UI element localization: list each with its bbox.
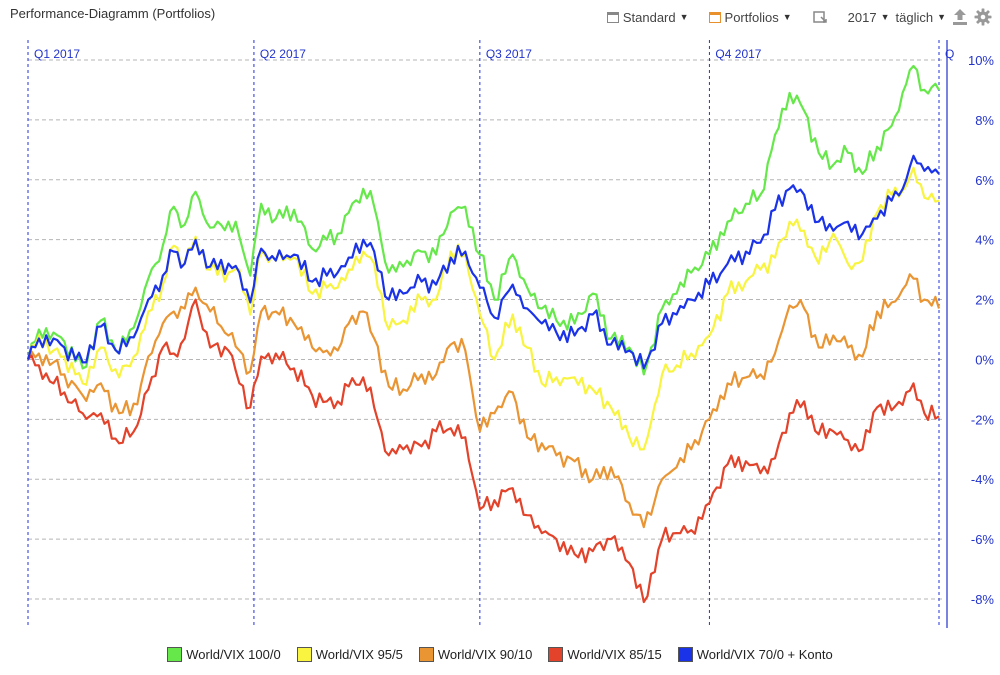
quarter-label: Q3 2017 — [486, 47, 532, 61]
legend-label: World/VIX 95/5 — [315, 646, 403, 662]
y-tick-label: 4% — [975, 233, 994, 248]
y-tick-label: -4% — [971, 472, 995, 487]
legend-label: World/VIX 70/0 + Konto — [696, 646, 833, 662]
chart-title: Performance-Diagramm (Portfolios) — [10, 6, 216, 21]
quarter-label: Q2 2017 — [260, 47, 306, 61]
y-tick-label: -6% — [971, 532, 995, 547]
series-line — [27, 273, 941, 529]
chevron-down-icon: ▼ — [679, 12, 689, 22]
gear-icon — [974, 8, 992, 26]
legend-label: World/VIX 100/0 — [186, 646, 281, 662]
legend-swatch — [167, 646, 183, 662]
portfolios-dropdown[interactable]: Portfolios ▼ — [708, 9, 792, 25]
quarter-label: Q — [945, 47, 954, 61]
portfolios-label: Portfolios — [724, 9, 779, 25]
legend-item[interactable]: World/VIX 95/5 — [296, 645, 403, 663]
chart-legend: World/VIX 100/0 World/VIX 95/5 World/VIX 9… — [0, 645, 1000, 663]
y-tick-label: -2% — [971, 412, 995, 427]
year-label: 2017 — [847, 9, 877, 25]
quarter-label: Q1 2017 — [34, 47, 80, 61]
interval-dropdown[interactable]: täglich ▼ — [896, 10, 947, 25]
y-tick-label: -8% — [971, 592, 995, 607]
expand-button[interactable] — [812, 9, 828, 25]
portfolio-window-icon — [708, 11, 721, 23]
legend-label: World/VIX 85/15 — [567, 646, 662, 662]
legend-item[interactable]: World/VIX 90/10 — [418, 645, 533, 663]
y-tick-label: 8% — [975, 113, 994, 128]
series-line — [26, 64, 940, 376]
y-tick-label: 0% — [975, 352, 994, 367]
view-label: Standard — [622, 9, 676, 25]
y-tick-label: 10% — [968, 53, 994, 68]
upload-icon — [953, 9, 967, 25]
window-icon — [606, 11, 619, 23]
series-line — [26, 166, 940, 451]
chevron-down-icon: ▼ — [782, 12, 792, 22]
performance-chart: 10% 8% 6% 4% 2% 0% -2% -4% -6% -8% Q1 2017 Q2 2017 Q… — [26, 40, 995, 628]
chevron-down-icon: ▼ — [937, 12, 946, 22]
legend-item[interactable]: World/VIX 100/0 — [167, 645, 281, 663]
legend-swatch — [548, 646, 564, 662]
legend-swatch — [677, 646, 693, 662]
expand-icon — [812, 11, 827, 23]
series-line — [27, 298, 940, 604]
view-dropdown[interactable]: Standard ▼ — [606, 9, 689, 25]
quarter-label: Q4 2017 — [715, 47, 761, 61]
interval-label: täglich — [895, 9, 934, 25]
export-button[interactable] — [952, 8, 968, 26]
legend-swatch — [296, 646, 312, 662]
y-tick-label: 6% — [975, 173, 994, 188]
chevron-down-icon: ▼ — [880, 12, 890, 22]
legend-item[interactable]: World/VIX 85/15 — [548, 645, 662, 663]
chart-toolbar: Standard ▼ Portfolios ▼ 2017 ▼ täglich ▼ — [606, 6, 992, 28]
series-line — [26, 154, 940, 370]
legend-swatch — [418, 646, 434, 662]
legend-item[interactable]: World/VIX 70/0 + Konto — [677, 645, 833, 663]
year-dropdown[interactable]: 2017 ▼ — [848, 10, 890, 25]
y-tick-label: 2% — [975, 293, 994, 308]
legend-label: World/VIX 90/10 — [437, 646, 533, 662]
settings-button[interactable] — [974, 8, 992, 26]
